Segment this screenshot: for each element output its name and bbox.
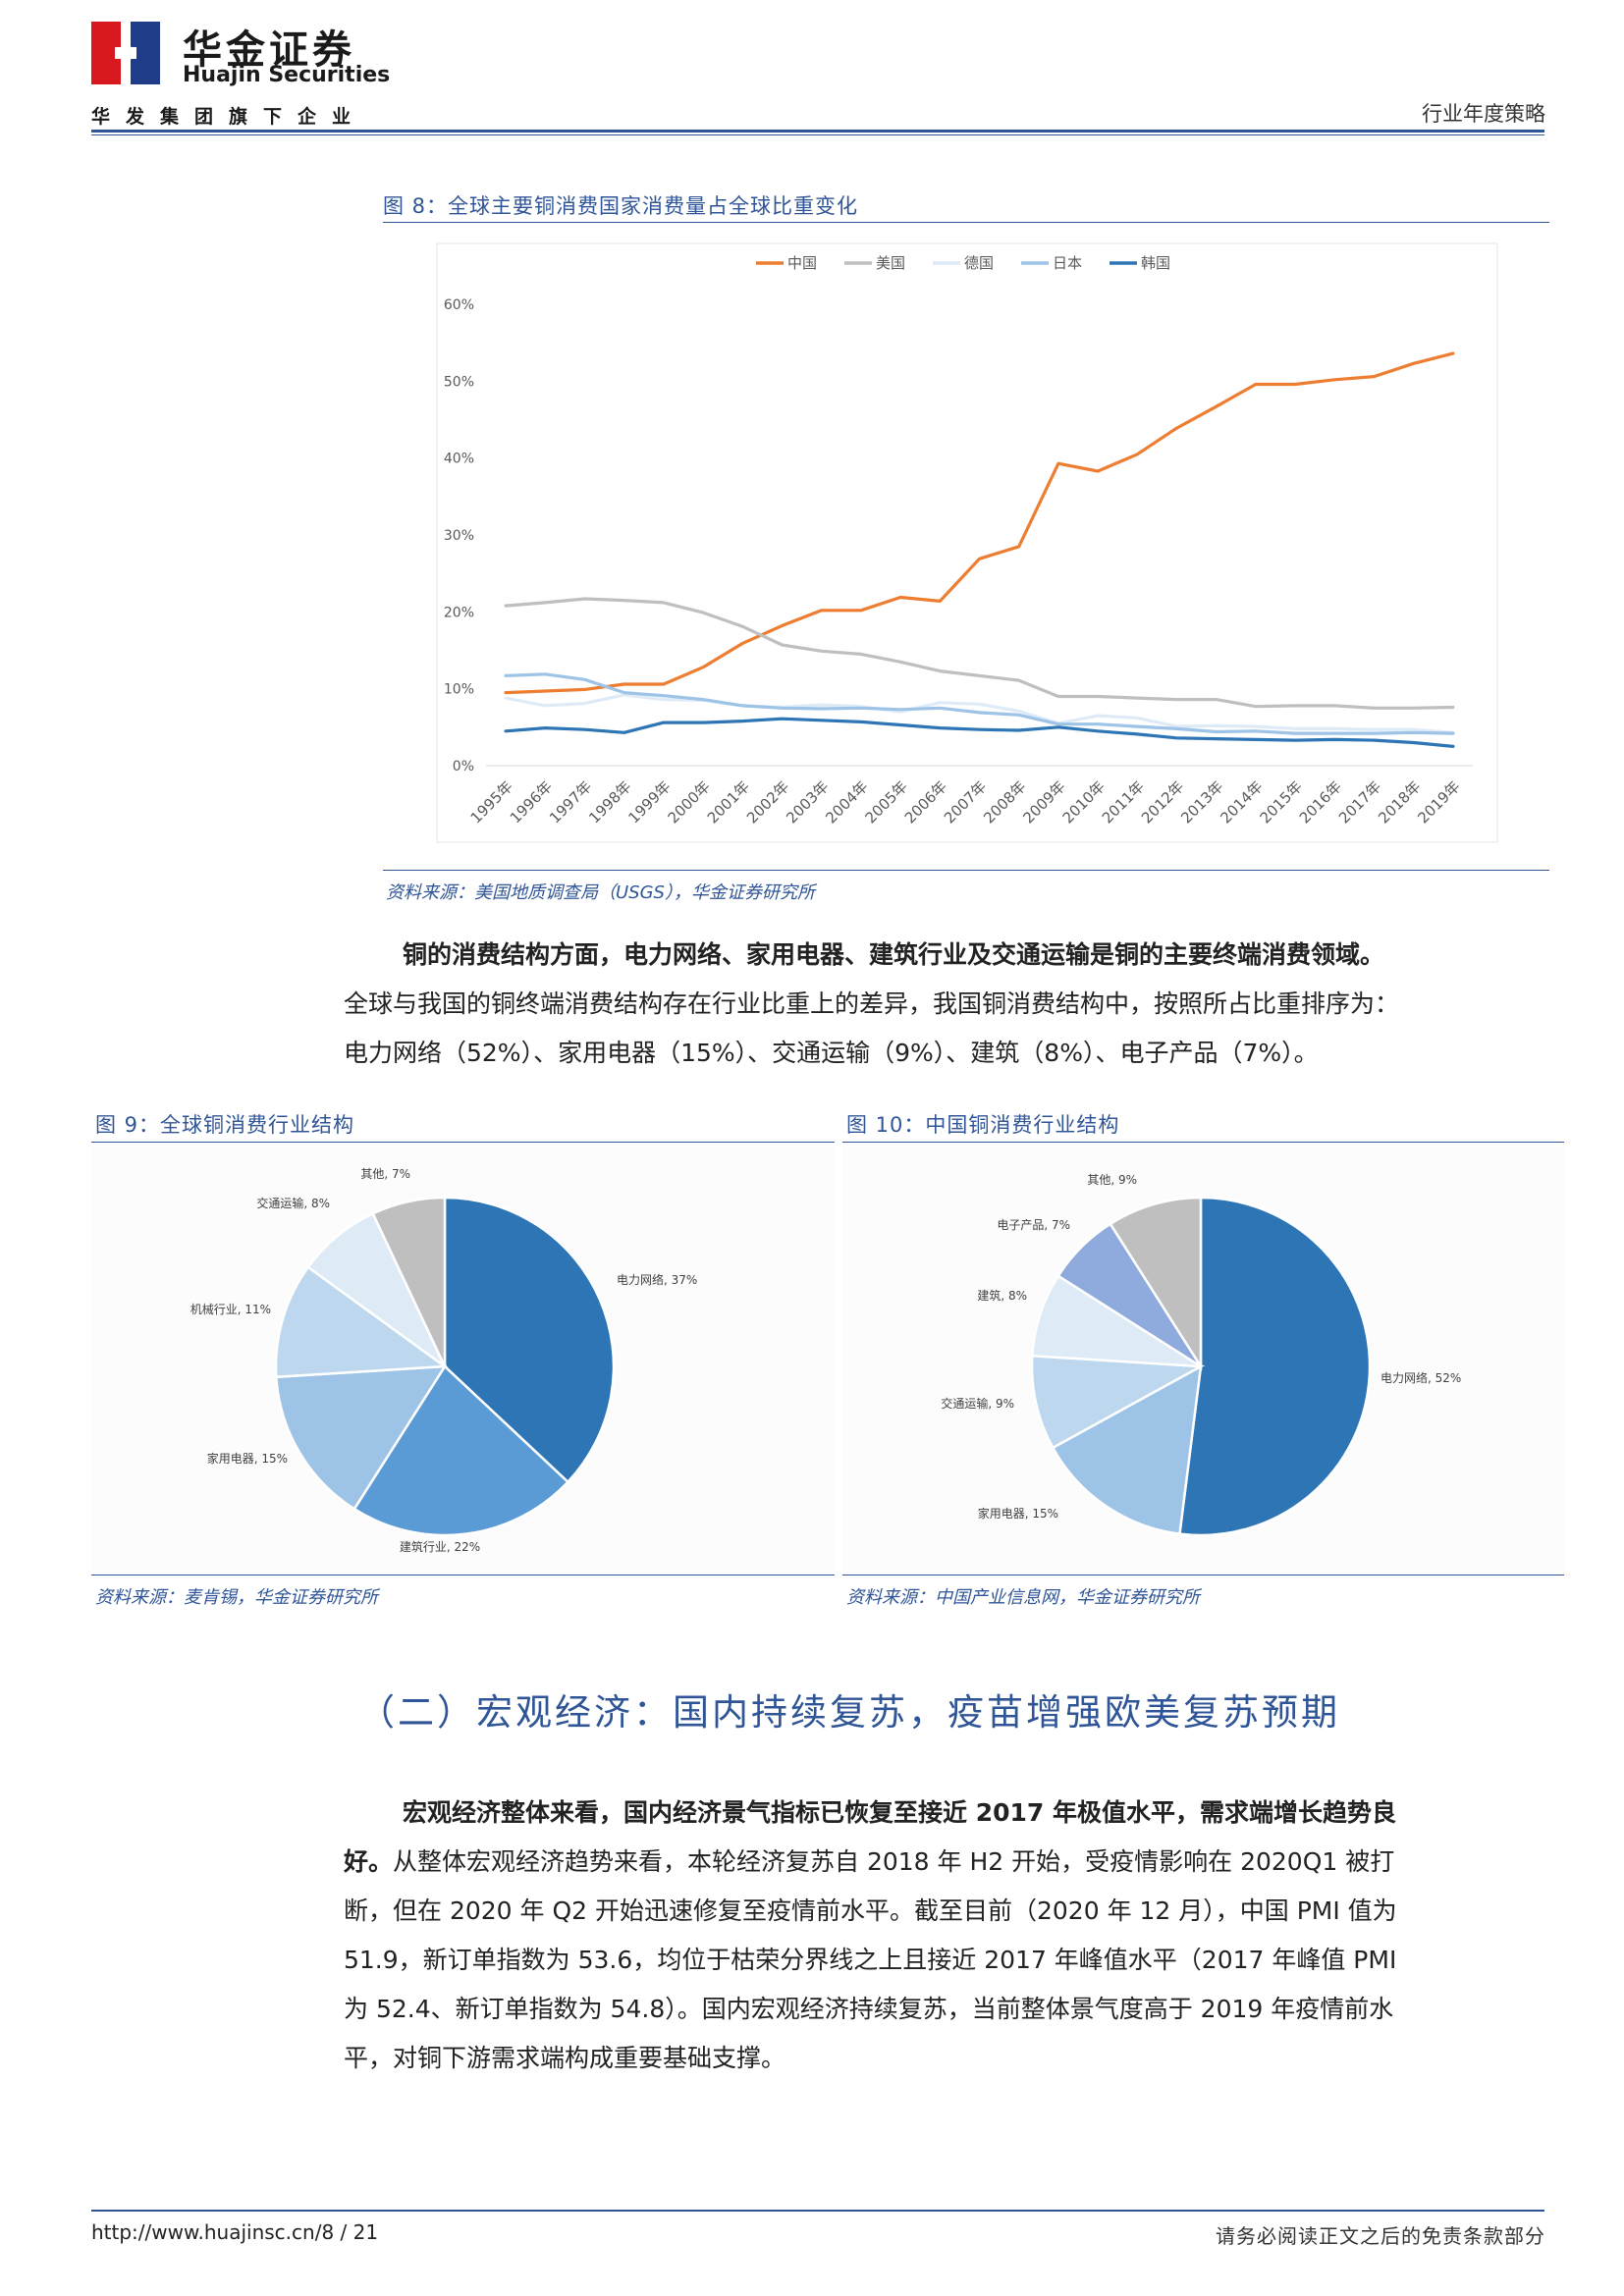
pie-label-其他: 其他, 9% (1087, 1173, 1137, 1187)
x-tick-label: 2016年 (1296, 777, 1345, 827)
pie-slice-家用电器 (275, 1364, 448, 1511)
y-tick-label: 40% (444, 452, 474, 467)
series-line-中国 (504, 351, 1455, 695)
brand-name-en: Huajin Securities (183, 63, 391, 87)
x-tick-label: 2004年 (822, 777, 871, 827)
figure9-caption: 图 9：全球铜消费行业结构 (95, 1113, 355, 1137)
x-tick-label: 2009年 (1019, 777, 1068, 827)
x-tick-label: 2003年 (783, 777, 832, 827)
x-tick-label: 2012年 (1138, 777, 1187, 827)
section-title: （二）宏观经济：国内持续复苏，疫苗增强欧美复苏预期 (358, 1691, 1340, 1734)
pie-label-电子产品: 电子产品, 7% (997, 1218, 1070, 1232)
footer-disclaimer-note: 请务必阅读正文之后的免责条款部分 (1216, 2224, 1545, 2248)
pie-label-建筑行业: 建筑行业, 22% (400, 1539, 480, 1554)
paragraph2-line3: 断，但在 2020 年 Q2 开始迅速修复至疫情前水平。截至目前（2020 年 … (344, 1896, 1397, 1925)
pie-slice-电力网络 (443, 1196, 616, 1484)
header-divider-thin (91, 134, 1544, 135)
x-tick-label: 2014年 (1217, 777, 1266, 827)
x-tick-label: 2010年 (1059, 777, 1109, 827)
legend-label: 美国 (876, 254, 905, 272)
chart-frame (436, 242, 1498, 843)
pie-label-建筑: 建筑, 8% (977, 1288, 1027, 1303)
x-tick-label: 2019年 (1414, 777, 1463, 827)
series-line-美国 (504, 597, 1455, 710)
x-tick-label: 1997年 (546, 777, 595, 827)
x-tick-label: 1998年 (585, 777, 634, 827)
pie-slice-其他 (371, 1196, 447, 1367)
footer-url-link[interactable]: http://www.huajinsc.cn/8 / 21 (91, 2220, 379, 2244)
paragraph2-lead: 宏观经济整体来看，国内经济景气指标已恢复至接近 2017 年极值水平，需求端增长… (403, 1798, 1396, 1827)
pie-slice-其他 (1109, 1196, 1203, 1371)
legend-label: 韩国 (1141, 254, 1170, 272)
line-chart: 0% 10% 20% 30% 40% 50% 60% 1995年1996年1997年1998年… (436, 242, 1498, 843)
figure8-bottom-rule (383, 870, 1549, 871)
paragraph2-line2: 好。从整体宏观经济趋势来看，本轮经济复苏自 2018 年 H2 开始，受疫情影响… (344, 1838, 1394, 1887)
x-tick-label: 2002年 (743, 777, 792, 827)
figure9-top-rule (91, 1142, 835, 1143)
paragraph1-line2: 全球与我国的铜终端消费结构存在行业比重上的差异，我国铜消费结构中，按照所占比重排… (344, 989, 1400, 1018)
legend-label: 中国 (787, 254, 817, 272)
x-tick-label: 2015年 (1257, 777, 1306, 827)
footer-divider (91, 2210, 1544, 2212)
paragraph1-line3: 电力网络（52%）、家用电器（15%）、交通运输（9%）、建筑（8%）、电子产品… (344, 1039, 1319, 1067)
header-divider (91, 130, 1544, 133)
x-tick-label: 1995年 (467, 777, 516, 827)
series-line-韩国 (504, 717, 1455, 749)
x-tick-label: 1996年 (507, 777, 556, 827)
pie-slice-机械行业 (274, 1265, 449, 1379)
pie-slice-交通运输 (1030, 1354, 1206, 1450)
pie-label-家用电器: 家用电器, 15% (978, 1506, 1058, 1521)
y-tick-label: 60% (444, 297, 474, 313)
huajin-logo-icon (91, 22, 160, 84)
y-tick-label: 30% (444, 528, 474, 544)
pie-slice-电力网络 (1178, 1196, 1372, 1537)
x-tick-label: 2001年 (704, 777, 753, 827)
series-line-德国 (504, 693, 1455, 734)
figure8-caption: 图 8：全球主要铜消费国家消费量占全球比重变化 (383, 194, 859, 218)
brand-name-cn: 华金证券 (183, 27, 355, 73)
x-tick-label: 2007年 (941, 777, 990, 827)
paragraph2-line2-text: 从整体宏观经济趋势来看，本轮经济复苏自 2018 年 H2 开始，受疫情影响在 … (393, 1847, 1395, 1876)
legend-label: 德国 (964, 254, 994, 272)
x-tick-label: 2013年 (1177, 777, 1226, 827)
x-tick-label: 2017年 (1335, 777, 1384, 827)
figure10-source: 资料来源：中国产业信息网，华金证券研究所 (846, 1587, 1200, 1608)
x-tick-label: 2008年 (980, 777, 1029, 827)
paragraph2-lead-end: 好。 (344, 1847, 394, 1876)
paragraph2-line6: 平，对铜下游需求端构成重要基础支撑。 (344, 2044, 786, 2072)
brand-subtitle: 华发集团旗下企业 (91, 106, 367, 128)
pie-chart-china: 电力网络, 52% 家用电器, 15% 交通运输, 9% 建筑, 8% 电子产品, 7%… (842, 1147, 1564, 1571)
series-line-日本 (504, 672, 1455, 735)
paragraph1-lead: 铜的消费结构方面，电力网络、家用电器、建筑行业及交通运输是铜的主要终端消费领域。 (403, 940, 1385, 969)
x-tick-label: 1999年 (624, 777, 674, 827)
pie-label-其他: 其他, 7% (360, 1167, 410, 1181)
pie-label-电力网络: 电力网络, 52% (1380, 1370, 1461, 1385)
y-tick-label: 10% (444, 682, 474, 698)
pie-label-机械行业: 机械行业, 11% (190, 1302, 271, 1316)
figure8-source: 资料来源：美国地质调查局（USGS），华金证券研究所 (386, 882, 815, 903)
legend-label: 日本 (1053, 254, 1082, 272)
y-tick-label: 20% (444, 605, 474, 620)
figure9-source: 资料来源：麦肯锡，华金证券研究所 (95, 1587, 378, 1608)
x-tick-label: 2000年 (665, 777, 714, 827)
pie-label-交通运输: 交通运输, 8% (256, 1196, 330, 1210)
x-tick-label: 2006年 (901, 777, 950, 827)
pie-label-电力网络: 电力网络, 37% (617, 1272, 697, 1287)
paragraph2-line4: 51.9，新订单指数为 53.6，均位于枯荣分界线之上且接近 2017 年峰值水… (344, 1946, 1397, 1974)
pie-slice-建筑行业 (352, 1364, 570, 1537)
figure10-top-rule (842, 1142, 1564, 1143)
x-tick-label: 2005年 (862, 777, 911, 827)
figure10-caption: 图 10：中国铜消费行业结构 (846, 1113, 1120, 1137)
paragraph2-line5: 为 52.4、新订单指数为 54.8）。国内宏观经济持续复苏，当前整体景气度高于… (344, 1995, 1394, 2023)
y-tick-label: 0% (453, 759, 474, 774)
pie-chart-global: 电力网络, 37% 建筑行业, 22% 家用电器, 15% 机械行业, 11% 交通运输… (91, 1147, 835, 1571)
pie-slice-家用电器 (1051, 1363, 1203, 1536)
x-tick-label: 2018年 (1375, 777, 1424, 827)
figure8-top-rule (383, 222, 1549, 223)
report-type: 行业年度策略 (1422, 102, 1545, 126)
x-tick-label: 2011年 (1099, 777, 1148, 827)
y-tick-label: 50% (444, 374, 474, 390)
pie-label-家用电器: 家用电器, 15% (207, 1451, 288, 1466)
pie-label-交通运输: 交通运输, 9% (941, 1396, 1014, 1411)
